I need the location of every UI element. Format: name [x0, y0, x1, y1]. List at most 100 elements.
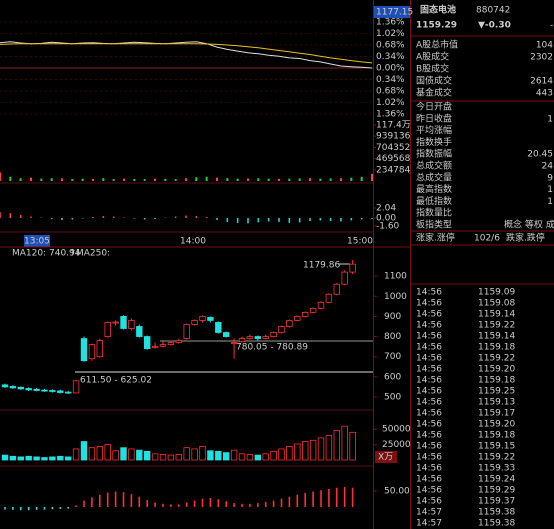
volume-bar	[278, 448, 285, 461]
macd-bar	[30, 216, 32, 218]
macd-bar	[257, 503, 259, 507]
macd-bar	[205, 217, 208, 218]
annotation: 780.05 - 780.89	[236, 343, 308, 353]
volume-bar	[151, 453, 159, 461]
volume-bar	[238, 453, 246, 461]
candle-body	[262, 336, 269, 339]
volume-bar	[175, 454, 182, 461]
volume-bar	[262, 453, 269, 461]
volume-bar	[19, 178, 22, 181]
candle-body	[65, 391, 72, 394]
stat-value: 24	[542, 162, 554, 172]
candle-body	[80, 338, 88, 362]
volume-bar	[349, 431, 356, 461]
macd-bar	[12, 506, 14, 510]
volume-bar	[88, 447, 96, 461]
y-tick-label: 800	[384, 332, 401, 342]
volume-bar	[174, 179, 177, 181]
volume-bar	[49, 456, 56, 461]
macd-bar	[51, 506, 54, 510]
candle-body	[191, 320, 198, 325]
volume-bar	[128, 448, 135, 461]
stat-label: 指数振幅	[416, 148, 452, 160]
macd-bar	[122, 492, 125, 507]
macd-bar	[20, 506, 22, 511]
y-tick-label: 939136	[376, 132, 411, 142]
tick-time: 14:56	[416, 442, 442, 452]
stat-value: 20.45	[527, 150, 553, 160]
macd-bar	[298, 218, 301, 223]
candle-body	[136, 326, 143, 337]
stat-label: A股成交	[416, 51, 449, 63]
tick-time: 14:56	[416, 310, 442, 320]
volume-bar	[57, 455, 64, 461]
volume-bar	[1, 454, 9, 461]
index-change-pct: -	[550, 21, 553, 31]
candle-body	[222, 332, 230, 337]
tick-time: 14:56	[416, 464, 442, 474]
macd-bar	[267, 218, 270, 222]
candle-body	[286, 320, 293, 327]
macd-bar	[247, 218, 249, 224]
macd-bar	[27, 506, 30, 511]
macd-bar	[92, 217, 94, 218]
volume-bar	[246, 454, 254, 461]
volume-bar	[371, 173, 373, 181]
tick-price: 1159.14	[478, 332, 515, 342]
macd-bar	[233, 503, 235, 507]
macd-bar	[216, 218, 218, 220]
time-label: 13:05	[24, 237, 50, 247]
volume-bar	[159, 454, 167, 461]
volume-bar	[143, 179, 146, 181]
stat-label: 最高指数	[416, 183, 452, 195]
volume-bar	[301, 441, 309, 461]
tick-price: 1159.37	[478, 497, 515, 507]
candle-body	[1, 384, 9, 388]
macd-bar	[50, 218, 53, 219]
macd-bar	[114, 491, 117, 507]
macd-bar	[106, 492, 109, 507]
volume-bar	[112, 179, 115, 181]
volume-bar	[102, 178, 105, 181]
volume-bar	[154, 178, 156, 181]
candle-body	[57, 390, 64, 393]
stat-label: 最低指数	[416, 195, 452, 207]
macd-bar	[264, 501, 267, 507]
tick-price: 1159.20	[478, 420, 515, 430]
y-tick-label: 0.68%	[376, 41, 405, 51]
tick-price: 1159.22	[478, 321, 515, 331]
candle-body	[238, 338, 246, 342]
tick-price: 1159.20	[478, 365, 515, 375]
volume-bar	[254, 454, 261, 461]
index-price: 1159.29	[416, 21, 457, 31]
tick-time: 14:56	[416, 409, 442, 419]
volume-bar	[199, 446, 206, 461]
volume-bar	[40, 178, 43, 181]
tick-price: 1159.22	[478, 453, 515, 463]
macd-bar	[154, 502, 156, 507]
macd-bar	[226, 218, 229, 222]
tick-time: 14:56	[416, 343, 442, 353]
y-tick-label: 0.68%	[376, 86, 405, 96]
tick-price: 1159.08	[478, 299, 515, 309]
candle-body	[317, 301, 325, 309]
volume-bar	[236, 178, 239, 181]
tick-time: 14:56	[416, 332, 442, 342]
volume-bar	[350, 177, 353, 181]
index-change: ▼-0.30	[478, 21, 511, 31]
y-tick-label: 50.00	[384, 486, 410, 496]
volume-bar	[286, 446, 293, 461]
time-highlight	[24, 235, 50, 247]
tick-time: 14:56	[416, 475, 442, 485]
macd-bar	[75, 505, 77, 507]
stat-value: 2614	[530, 77, 553, 87]
macd-bar	[146, 499, 148, 507]
y-tick-label: 704352	[376, 143, 410, 153]
candle-body	[183, 324, 190, 339]
volume-bar	[72, 448, 80, 461]
candle-body	[72, 380, 80, 394]
stat-value: 概念 等权 成	[504, 219, 554, 231]
y-tick-label: 25000	[382, 440, 411, 450]
volume-bar	[195, 177, 198, 181]
volume-bar	[92, 178, 94, 181]
